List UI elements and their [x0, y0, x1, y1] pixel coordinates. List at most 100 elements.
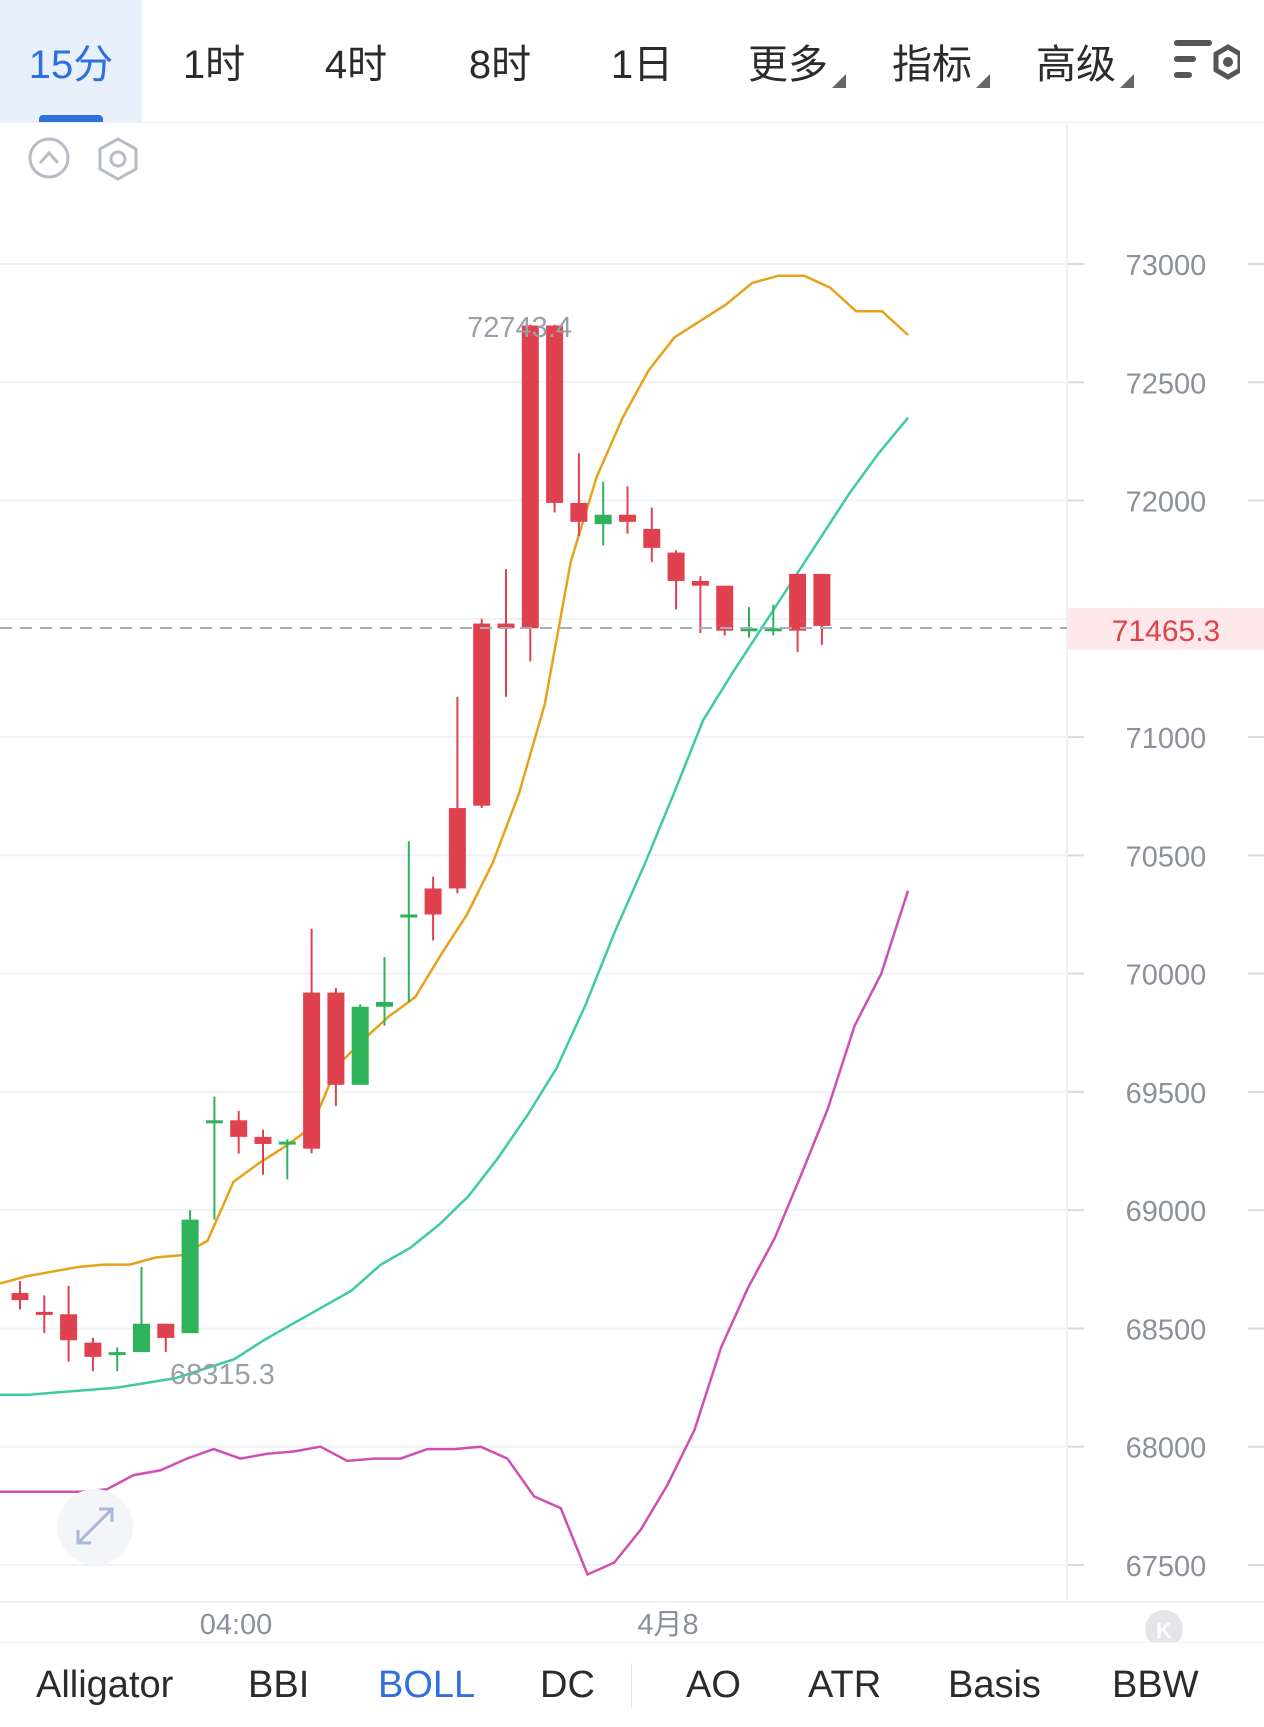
tab-advanced-label: 高级 — [1036, 43, 1116, 87]
time-label-0400: 04:00 — [200, 1609, 273, 1641]
time-label-apr8: 4月8 — [637, 1609, 698, 1641]
tab-8h-label: 8时 — [468, 43, 532, 87]
indicator-bbi[interactable]: BBI — [248, 1643, 309, 1726]
candle-body — [789, 573, 807, 631]
indicator-bbi-label: BBI — [248, 1664, 310, 1706]
boll-line-up — [0, 890, 910, 1577]
candle — [133, 1266, 150, 1353]
tab-4h[interactable]: 4时 — [314, 0, 398, 122]
indicator-dc[interactable]: DC — [540, 1643, 595, 1726]
price-axis-label: 72500 — [1126, 368, 1207, 400]
indicator-ao[interactable]: AO — [686, 1643, 741, 1726]
price-axis-label: 70500 — [1126, 841, 1207, 873]
candle-body — [594, 514, 612, 525]
candle — [327, 987, 345, 1107]
candle — [521, 324, 539, 662]
candle — [351, 1004, 369, 1085]
candle — [546, 324, 564, 513]
price-axis-label: 70000 — [1126, 960, 1207, 992]
high-price-label: 72743.4 — [467, 312, 572, 344]
indicator-boll-label: BOLL — [378, 1664, 476, 1706]
candle — [740, 606, 758, 638]
candle — [594, 481, 612, 546]
hexagon-settings-icon[interactable] — [98, 137, 138, 181]
last-price-label: 71465.3 — [1112, 615, 1220, 648]
tab-15m-label: 15分 — [28, 43, 114, 87]
tab-advanced[interactable]: 高级 — [1034, 0, 1134, 122]
price-axis-label: 68000 — [1126, 1433, 1207, 1465]
candle-body — [205, 1120, 223, 1124]
price-axis: 73000 72500 72000 71000 70500 70000 69500 69000… — [1126, 250, 1207, 1583]
indicator-atr-label: ATR — [808, 1664, 882, 1706]
indicator-ao-label: AO — [686, 1664, 741, 1706]
indicator-boll[interactable]: BOLL — [378, 1643, 475, 1726]
indicator-alligator-label: Alligator — [36, 1664, 174, 1706]
indicator-bar: Alligator BBI BOLL DC AO ATR Basis BBW — [0, 1642, 1264, 1726]
candle-body — [157, 1323, 175, 1338]
dropdown-triangle-icon — [976, 74, 990, 88]
candle-body — [619, 514, 636, 522]
tab-indicators[interactable]: 指标 — [890, 0, 990, 122]
tab-1h-label: 1时 — [182, 43, 246, 87]
expand-arrows-icon[interactable] — [57, 1489, 133, 1565]
candle — [424, 876, 442, 941]
price-axis-label: 69000 — [1126, 1196, 1207, 1228]
price-axis-label: 69500 — [1126, 1078, 1207, 1110]
tab-15m[interactable]: 15分 — [0, 0, 142, 122]
candle-body — [11, 1292, 29, 1301]
tab-8h[interactable]: 8时 — [458, 0, 542, 122]
candle — [473, 618, 491, 809]
indicator-bbw[interactable]: BBW — [1112, 1643, 1199, 1726]
candle-body — [764, 628, 782, 632]
candle-body — [108, 1352, 126, 1356]
boll-line-mb — [0, 274, 909, 1285]
timeframe-tabbar: 15分 1时 4时 8时 1日 更多 指标 高级 — [0, 0, 1264, 123]
candle — [448, 696, 466, 894]
candlestick-chart-svg[interactable]: 71465.3 72743.4 68315.3 7300072500720007… — [0, 122, 1264, 1648]
candle — [278, 1139, 296, 1180]
candle — [11, 1281, 29, 1310]
candle — [84, 1337, 102, 1372]
price-axis-label: 68500 — [1126, 1314, 1207, 1346]
candle — [254, 1129, 272, 1175]
indicator-atr[interactable]: ATR — [808, 1643, 881, 1726]
candle — [230, 1110, 248, 1154]
candle — [205, 1096, 223, 1220]
candle-body — [278, 1141, 296, 1145]
candle — [619, 486, 636, 534]
candle-body — [303, 992, 321, 1149]
tab-1d-label: 1日 — [610, 43, 674, 87]
candle — [157, 1323, 175, 1353]
candle-body — [400, 914, 418, 918]
chart-settings-icon[interactable] — [1170, 36, 1243, 92]
tab-1d[interactable]: 1日 — [600, 0, 684, 122]
indicator-basis[interactable]: Basis — [948, 1643, 1041, 1726]
dropdown-triangle-icon — [832, 74, 846, 88]
candle-body — [546, 325, 564, 503]
k-logo-icon: K — [1145, 1610, 1183, 1648]
candle — [60, 1285, 78, 1362]
candle-body — [497, 623, 515, 629]
indicator-divider — [631, 1663, 632, 1709]
candle — [667, 550, 685, 610]
last-price-badge — [1068, 608, 1264, 650]
candle-body — [230, 1120, 248, 1137]
candle-body — [667, 552, 685, 581]
collapse-up-icon[interactable] — [28, 137, 70, 179]
candle — [497, 569, 515, 697]
indicator-basis-label: Basis — [948, 1664, 1041, 1706]
indicator-bbw-label: BBW — [1112, 1664, 1199, 1706]
tab-1h[interactable]: 1时 — [172, 0, 256, 122]
indicator-dc-label: DC — [540, 1664, 595, 1706]
candle-body — [691, 580, 709, 586]
candle — [764, 604, 782, 636]
boll-bands — [0, 274, 910, 1577]
candle — [400, 841, 418, 1003]
candle — [691, 576, 709, 634]
candle-body — [643, 528, 661, 548]
indicator-alligator[interactable]: Alligator — [36, 1643, 173, 1726]
candle-body — [376, 1002, 393, 1007]
tab-more[interactable]: 更多 — [746, 0, 846, 122]
price-chart[interactable]: 71465.3 72743.4 68315.3 73000 72500 72000 7… — [0, 122, 1264, 1648]
low-price-label: 68315.3 — [170, 1359, 275, 1391]
